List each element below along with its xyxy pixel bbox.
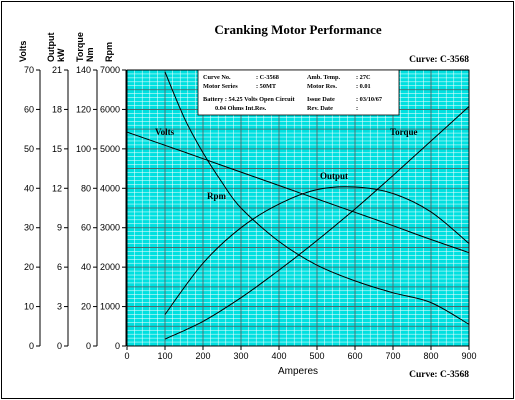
y-tick-label-output: 3 bbox=[57, 302, 62, 312]
info-box-cell: : bbox=[356, 105, 358, 112]
chart-title: Cranking Motor Performance bbox=[214, 22, 382, 37]
x-tick-label: 600 bbox=[347, 351, 362, 361]
y-tick-label-rpm: 0 bbox=[115, 341, 120, 351]
info-box-cell: : 03/10/67 bbox=[356, 96, 382, 103]
y-tick-label-torque: 140 bbox=[76, 65, 91, 75]
series-line-volts bbox=[126, 131, 470, 254]
y-tick-label-output: 15 bbox=[52, 144, 62, 154]
y-tick-label-volts: 70 bbox=[24, 65, 34, 75]
info-box-frame bbox=[197, 69, 400, 116]
y-tick-label-output: 6 bbox=[57, 262, 62, 272]
x-tick-label: 400 bbox=[271, 351, 286, 361]
x-tick-label: 800 bbox=[423, 351, 438, 361]
y-axis-title-output: Output bbox=[46, 33, 56, 63]
y-axis-title-volts: Volts bbox=[18, 41, 28, 62]
y-axis-rpm: Rpm 0 1000 2000 3000 4000 5000 6000 7000 bbox=[100, 42, 127, 351]
y-tick-label-rpm: 5000 bbox=[100, 144, 120, 154]
y-tick-label-torque: 40 bbox=[81, 262, 91, 272]
info-box-cell: : 50MT bbox=[256, 83, 277, 90]
x-tick-label: 200 bbox=[195, 351, 210, 361]
y-axis-title-rpm: Rpm bbox=[104, 42, 114, 62]
x-tick-label: 700 bbox=[385, 351, 400, 361]
x-axis-label: Amperes bbox=[278, 366, 318, 377]
y-tick-label-torque: 0 bbox=[86, 341, 91, 351]
info-box-cell: Motor Series bbox=[203, 83, 238, 90]
x-tick-label: 500 bbox=[309, 351, 324, 361]
y-tick-label-rpm: 6000 bbox=[100, 104, 120, 114]
series-line-torque bbox=[164, 106, 470, 340]
y-tick-label-torque: 60 bbox=[81, 223, 91, 233]
y-axis-output: Output kW 0 3 6 9 12 15 18 21 bbox=[46, 33, 69, 351]
x-axis: 0 100 200 300 400 500 600 700 800 900 bbox=[124, 346, 477, 361]
info-box-cell: Motor Res. bbox=[307, 83, 337, 90]
info-box: Curve No. : C-3568 Amb. Temp. : 27C Motor Se… bbox=[197, 69, 400, 116]
y-tick-label-rpm: 1000 bbox=[100, 302, 120, 312]
series-line-rpm bbox=[164, 71, 470, 325]
x-tick-label: 900 bbox=[461, 351, 476, 361]
y-axis-torque: Torque Nm 0 20 40 60 80 100 120 140 bbox=[75, 32, 98, 351]
info-box-cell: Battery : 54.25 Volts Open Circuit bbox=[203, 96, 295, 103]
y-tick-label-rpm: 4000 bbox=[100, 183, 120, 193]
x-tick-label: 300 bbox=[233, 351, 248, 361]
y-tick-label-torque: 20 bbox=[81, 302, 91, 312]
series-layer: Volts Torque Rpm Output bbox=[126, 71, 470, 340]
info-box-cell: : 0.01 bbox=[356, 83, 371, 90]
info-box-cell: Curve No. bbox=[203, 74, 231, 81]
curve-id-top: Curve: C-3568 bbox=[409, 55, 469, 65]
y-axes: Volts 0 10 20 30 40 50 60 70 Output kW 0 3 6 9 12 15 18 21… bbox=[18, 32, 127, 351]
info-box-cell: : 27C bbox=[356, 74, 371, 81]
y-tick-label-output: 0 bbox=[57, 341, 62, 351]
y-axis-title-output: kW bbox=[56, 48, 66, 62]
y-tick-label-volts: 10 bbox=[24, 302, 34, 312]
y-tick-label-volts: 0 bbox=[29, 341, 34, 351]
plot-area bbox=[126, 69, 470, 347]
y-tick-label-volts: 60 bbox=[24, 104, 34, 114]
y-tick-label-output: 12 bbox=[52, 183, 62, 193]
y-tick-label-torque: 80 bbox=[81, 183, 91, 193]
curve-id-bottom: Curve: C-3568 bbox=[409, 370, 469, 380]
y-tick-label-torque: 100 bbox=[76, 144, 91, 154]
y-tick-label-rpm: 3000 bbox=[100, 223, 120, 233]
info-box-cell: : C-3568 bbox=[256, 74, 279, 81]
info-box-cell: Issue Date bbox=[307, 96, 335, 103]
y-tick-label-rpm: 7000 bbox=[100, 65, 120, 75]
info-box-cell: Rev. Date bbox=[307, 105, 333, 112]
x-tick-label: 0 bbox=[124, 351, 129, 361]
y-tick-label-volts: 40 bbox=[24, 183, 34, 193]
y-axis-volts: Volts 0 10 20 30 40 50 60 70 bbox=[18, 41, 41, 351]
y-tick-label-output: 9 bbox=[57, 223, 62, 233]
series-line-output bbox=[164, 186, 470, 315]
series-label-output: Output bbox=[320, 171, 348, 181]
y-tick-label-rpm: 2000 bbox=[100, 262, 120, 272]
info-box-cell: 0.04 Ohms Int.Res. bbox=[215, 105, 267, 112]
y-tick-label-torque: 120 bbox=[76, 104, 91, 114]
y-tick-label-output: 21 bbox=[52, 65, 62, 75]
series-label-rpm: Rpm bbox=[207, 191, 227, 201]
series-label-torque: Torque bbox=[390, 127, 418, 137]
y-tick-label-volts: 30 bbox=[24, 223, 34, 233]
y-tick-label-volts: 50 bbox=[24, 144, 34, 154]
y-tick-label-volts: 20 bbox=[24, 262, 34, 272]
x-tick-label: 100 bbox=[157, 351, 172, 361]
y-axis-title-torque: Nm bbox=[85, 47, 95, 62]
info-box-cell: Amb. Temp. bbox=[307, 74, 340, 81]
series-label-volts: Volts bbox=[155, 127, 175, 137]
y-axis-title-torque: Torque bbox=[75, 32, 85, 62]
y-tick-label-output: 18 bbox=[52, 104, 62, 114]
